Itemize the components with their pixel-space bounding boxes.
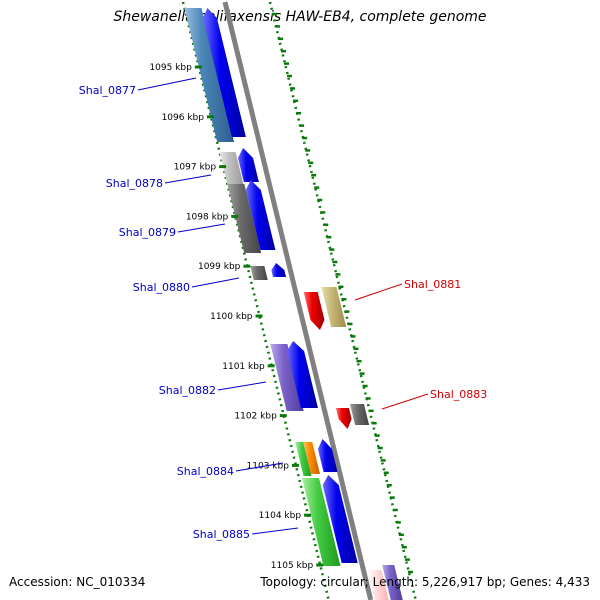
shal-0883-feature[interactable] (335, 408, 352, 429)
shal-0878-feature[interactable] (238, 148, 259, 182)
gene-label-shal-0881[interactable]: Shal_0881 (404, 278, 461, 291)
ruler-label: 1098 kbp (186, 212, 229, 222)
shal-0879-feature[interactable] (245, 180, 276, 250)
shal-0882-feature[interactable] (287, 341, 318, 408)
shal-0880-feature[interactable] (271, 263, 287, 277)
ruler-label: 1102 kbp (234, 412, 277, 422)
ruler-label: 1103 kbp (247, 461, 290, 471)
ruler-label: 1099 kbp (198, 262, 241, 272)
shal-0877-feature[interactable] (202, 8, 246, 137)
ruler-label: 1105 kbp (271, 561, 314, 571)
ruler-label: 1097 kbp (174, 163, 217, 173)
shal-0881-feature[interactable] (321, 287, 347, 327)
leader-line (251, 527, 299, 535)
partial-feature[interactable] (382, 565, 403, 600)
gene-label-shal-0885[interactable]: Shal_0885 (193, 528, 250, 541)
shal-0884-feature[interactable] (303, 442, 321, 474)
ruler-label: 1100 kbp (210, 312, 253, 322)
shal-0881-feature[interactable] (303, 292, 325, 330)
ruler-label: 1095 kbp (149, 63, 192, 73)
ruler-label: 1104 kbp (259, 511, 302, 521)
shal-0883-feature[interactable] (349, 404, 370, 425)
shal-0877-feature[interactable] (184, 8, 235, 142)
genome-summary-text: Topology: circular; Length: 5,226,917 bp… (260, 575, 590, 589)
leader-line (354, 283, 403, 301)
leader-line (191, 277, 240, 288)
gene-label-shal-0883[interactable]: Shal_0883 (430, 388, 487, 401)
leader-line (177, 223, 226, 233)
partial-feature[interactable] (367, 570, 389, 600)
accession-text: Accession: NC_010334 (9, 575, 146, 589)
leader-line (137, 77, 197, 91)
shal-0884-feature[interactable] (317, 439, 338, 472)
leader-line (235, 462, 284, 472)
genome-backbone-line (222, 1, 374, 600)
shal-0882-feature[interactable] (270, 344, 304, 411)
shal-0879-feature[interactable] (227, 184, 262, 253)
shal-0885-feature[interactable] (322, 475, 358, 563)
gene-label-shal-0880[interactable]: Shal_0880 (133, 281, 190, 294)
ruler-label: 1096 kbp (162, 113, 205, 123)
leader-line (381, 393, 429, 410)
leader-line (217, 381, 267, 391)
shal-0878-feature[interactable] (219, 152, 244, 186)
gene-label-shal-0882[interactable]: Shal_0882 (159, 384, 216, 397)
gene-label-shal-0879[interactable]: Shal_0879 (119, 226, 176, 239)
leader-line (164, 174, 212, 184)
shal-0885-feature[interactable] (302, 478, 341, 566)
gene-label-shal-0884[interactable]: Shal_0884 (177, 465, 234, 478)
shal-0880-feature[interactable] (250, 266, 268, 280)
shal-0884-feature[interactable] (295, 442, 312, 476)
ruler-label: 1101 kbp (222, 362, 265, 372)
gene-label-shal-0877[interactable]: Shal_0877 (79, 84, 136, 97)
gene-label-shal-0878[interactable]: Shal_0878 (106, 177, 163, 190)
